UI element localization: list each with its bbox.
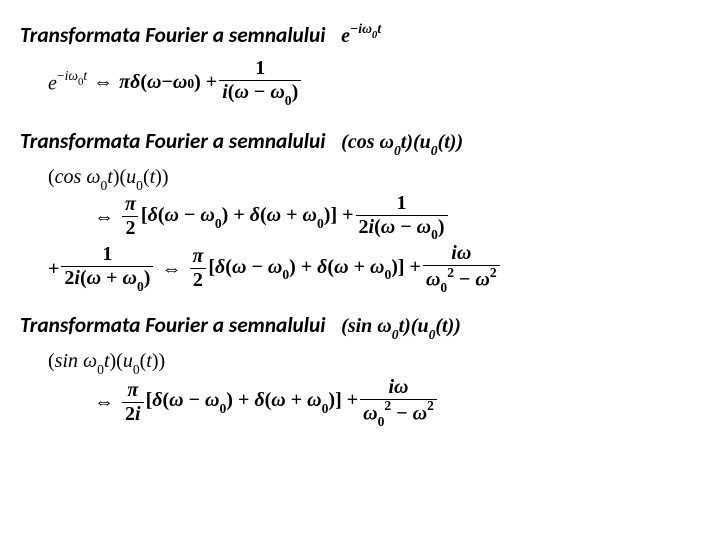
heading-math-3: (sin ω0t)(u0(t))	[341, 315, 461, 337]
heading-math-1: e−iω0t	[341, 25, 381, 47]
heading-math-2: (cos ω0t)(u0(t))	[341, 131, 463, 153]
heading-text-1: Transformata Fourier a semnalului	[20, 22, 326, 48]
section-exp: Transformata Fourier a semnalului e−iω0t…	[20, 22, 700, 106]
section-sin: Transformata Fourier a semnalului (sin ω…	[20, 312, 700, 428]
equation-1: e−iω0t ⇔ πδ(ω − ω0) + 1 i(ω − ω0)	[20, 58, 700, 106]
heading-row-2: Transformata Fourier a semnalului (cos ω…	[20, 128, 700, 157]
heading-text-3: Transformata Fourier a semnalului	[20, 312, 326, 338]
heading-row-1: Transformata Fourier a semnalului e−iω0t	[20, 22, 700, 48]
heading-row-3: Transformata Fourier a semnalului (sin ω…	[20, 312, 700, 341]
section-cos: Transformata Fourier a semnalului (cos ω…	[20, 128, 700, 294]
equation-3: (sin ω0t)(u0(t)) ⇔ π2i [δ(ω − ω0) + δ(ω …	[20, 351, 700, 428]
heading-text-2: Transformata Fourier a semnalului	[20, 128, 326, 154]
equation-2: (cos ω0t)(u0(t)) ⇔ π2 [δ(ω − ω0) + δ(ω +…	[20, 167, 700, 294]
